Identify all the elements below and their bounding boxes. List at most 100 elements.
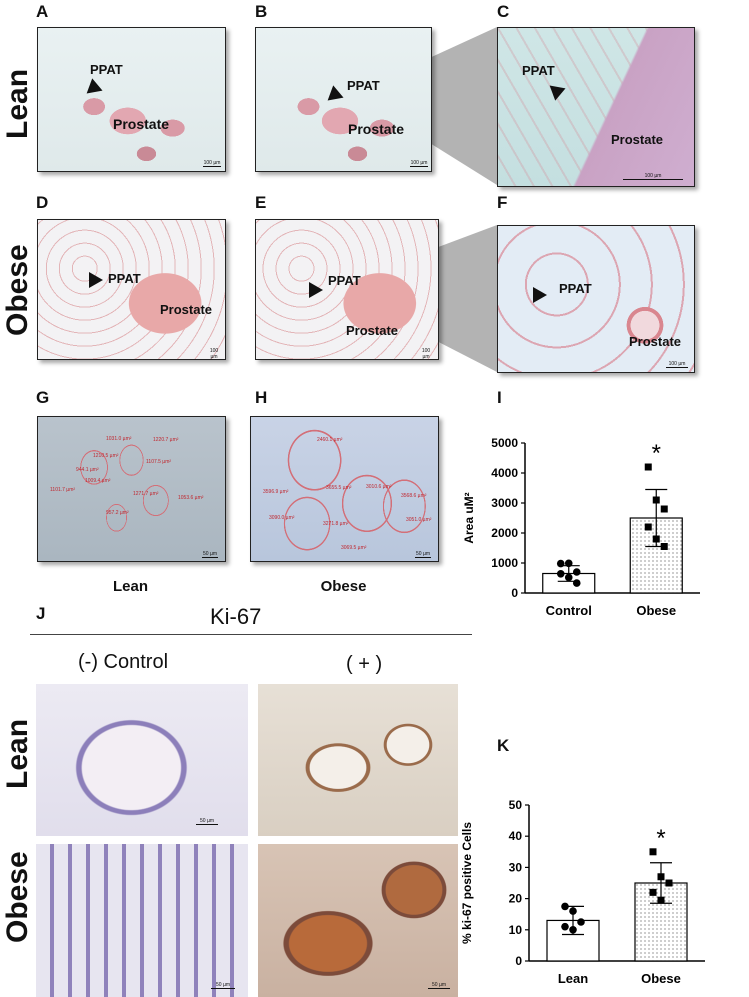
data-point [564, 573, 573, 582]
y-tick-label: 0 [515, 954, 522, 968]
adipocyte-area-label: 944.1 µm² [76, 467, 99, 473]
data-point [564, 559, 573, 568]
divider [30, 634, 472, 635]
ppat-label: PPAT [559, 281, 592, 296]
panel-label-c: C [497, 2, 510, 21]
micrograph-h: 2460.1 µm² 3655.5 µm² 3596.9 µm² 3010.6 … [250, 416, 439, 562]
adipocyte-area-label: 1101.7 µm² [50, 487, 76, 493]
panel-label-k: K [497, 736, 510, 755]
adipocyte-area-label: 3655.5 µm² [326, 485, 352, 491]
y-tick-label: 0 [511, 586, 518, 600]
adipocyte-area-label: 1210.5 µm² [93, 453, 119, 459]
data-point [649, 888, 657, 896]
adipocyte-area-label: 2460.1 µm² [317, 437, 343, 443]
x-category-label: Obese [641, 971, 681, 986]
scale-bar: 50 µm [202, 551, 218, 558]
ppat-label: PPAT [90, 62, 123, 77]
ppat-label: PPAT [522, 63, 555, 78]
data-point [572, 579, 581, 587]
caption-lean: Lean [112, 578, 148, 595]
micrograph-a: PPAT Prostate 100 µm [37, 27, 226, 172]
adipocyte-area-label: 957.2 µm² [106, 510, 129, 516]
scale-bar: 50 µm [196, 818, 218, 825]
scale-bar: 50 µm [428, 982, 450, 989]
adipocyte-area-label: 3568.6 µm² [401, 493, 427, 499]
adipocyte-area-label: 3051.0 µm² [406, 517, 432, 523]
arrow-icon [544, 79, 566, 101]
arrow-icon [322, 85, 344, 107]
arrow-icon [309, 282, 323, 298]
adipocyte-area-label: 1107.5 µm² [146, 459, 172, 465]
data-point [561, 922, 569, 931]
prostate-label: Prostate [629, 334, 682, 349]
panel-label-f: F [497, 193, 508, 212]
row-label-ki-lean: Lean [1, 718, 34, 789]
arrow-icon [81, 78, 103, 100]
prostate-label: Prostate [348, 121, 405, 137]
adipocyte-area-label: 3596.9 µm² [263, 489, 289, 495]
data-point [652, 535, 660, 543]
panel-label-e: E [255, 193, 267, 212]
panel-label-a: A [36, 2, 49, 21]
adipocyte-area-label: 1031.0 µm² [106, 436, 132, 442]
panel-label-i: I [497, 388, 502, 407]
micrograph-g: 1031.0 µm² 1220.7 µm² 1210.5 µm² 1107.5 … [37, 416, 226, 562]
adipocyte-area-label: 1053.6 µm² [178, 495, 204, 501]
y-tick-label: 40 [509, 829, 523, 843]
micrograph-c: PPAT Prostate 100 µm [497, 27, 695, 187]
scale-bar: 100 µm [623, 173, 683, 180]
scale-bar: 50 µm [415, 551, 431, 558]
x-category-label: Obese [636, 603, 676, 618]
data-point [569, 926, 577, 934]
y-tick-label: 20 [509, 892, 523, 906]
y-tick-label: 2000 [491, 526, 518, 540]
panel-label-b: B [255, 2, 268, 21]
scale-bar: 100 µm [418, 348, 434, 359]
y-axis-label: Area uM² [462, 492, 476, 543]
arrow-icon [533, 287, 547, 303]
micrograph-b: PPAT Prostate 100 µm [255, 27, 432, 172]
scale-bar: 100 µm [206, 348, 222, 359]
y-tick-label: 1000 [491, 556, 518, 570]
adipocyte-area-label: 3010.6 µm² [366, 484, 392, 490]
y-tick-label: 30 [509, 860, 523, 874]
prostate-label: Prostate [160, 302, 213, 317]
micrograph-f: PPAT Prostate 100 µm [497, 225, 695, 373]
adipocyte-area-label: 1009.4 µm² [85, 478, 111, 484]
panel-label-d: D [36, 193, 49, 212]
scale-bar: 50 µm [211, 982, 235, 989]
prostate-label: Prostate [113, 116, 170, 132]
adipocyte-area-label: 1220.7 µm² [153, 437, 179, 443]
ppat-label: PPAT [108, 271, 141, 286]
data-point [569, 907, 577, 915]
x-category-label: Control [546, 603, 592, 618]
micrograph-ki-obese-pos: 50 µm [258, 844, 458, 997]
y-tick-label: 50 [509, 798, 523, 812]
arrow-icon [89, 272, 103, 288]
chart-ki67-positive: 0 10 20 30 40 50 % ki-67 positive Cells Lean * Ob… [460, 798, 705, 986]
micrograph-d: PPAT Prostate 100 µm [37, 219, 226, 360]
data-point [660, 543, 668, 550]
column-label-negative: (-) Control [78, 651, 169, 673]
column-label-positive: ( + ) [346, 653, 383, 675]
data-point [577, 918, 585, 926]
y-tick-label: 5000 [491, 436, 518, 450]
scale-bar: 100 µm [666, 361, 688, 368]
scale-bar: 100 µm [410, 160, 428, 167]
panel-label-j: J [36, 604, 46, 623]
adipocyte-area-label: 3069.5 µm² [341, 545, 367, 551]
y-axis-label: % ki-67 positive Cells [460, 822, 474, 944]
panel-label-g: G [36, 388, 50, 407]
y-tick-label: 10 [509, 923, 523, 937]
data-point [572, 568, 581, 576]
data-point [652, 496, 660, 504]
data-point [649, 848, 657, 856]
micrograph-ki-lean-neg: 50 µm [36, 684, 248, 836]
scale-bar: 100 µm [203, 160, 221, 167]
data-point [561, 902, 569, 911]
micrograph-ki-obese-neg: 50 µm [36, 844, 248, 997]
ki67-title: Ki-67 [210, 604, 262, 629]
micrograph-ki-lean-pos [258, 684, 458, 836]
significance-asterisk: * [652, 440, 661, 467]
data-point [665, 879, 673, 887]
